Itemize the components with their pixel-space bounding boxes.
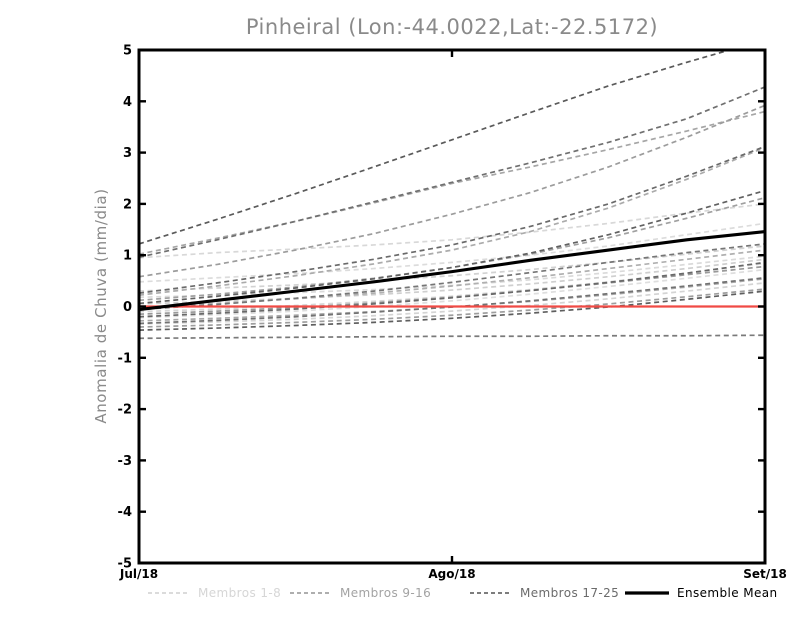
member-line: [139, 261, 765, 318]
x-tick-label: Ago/18: [428, 567, 475, 581]
member-line: [139, 86, 765, 259]
mean-line-path: [139, 230, 765, 312]
member-line: [139, 146, 765, 297]
x-tick-label: Jul/18: [119, 567, 158, 581]
member-line: [139, 288, 765, 328]
member-line: [139, 104, 765, 278]
y-tick-label: 4: [123, 95, 132, 110]
member-line: [139, 50, 733, 245]
member-line: [139, 110, 765, 256]
y-tick-label: -3: [118, 454, 132, 469]
x-axis-ticks: Jul/18 Ago/18 Set/18: [119, 50, 787, 581]
member-line: [139, 243, 765, 311]
y-tick-label: 3: [123, 146, 132, 161]
y-tick-label: 2: [123, 197, 132, 212]
y-tick-label: 1: [123, 249, 132, 264]
member-line: [139, 282, 765, 325]
member-line: [139, 334, 765, 340]
y-tick-label: -4: [118, 505, 132, 520]
legend-label: Membros 1-8: [198, 586, 281, 600]
member-line: [139, 222, 765, 283]
legend-label: Membros 17-25: [520, 586, 619, 600]
y-tick-label: -2: [118, 403, 132, 418]
member-line: [139, 189, 765, 305]
member-line: [139, 203, 765, 259]
y-tick-label: -5: [118, 557, 132, 572]
member-line: [139, 290, 765, 331]
chart-legend: Membros 1-8 Membros 9-16 Membros 17-25 Ense…: [148, 586, 778, 600]
member-line: [139, 145, 765, 295]
y-tick-label: -1: [118, 351, 132, 366]
y-axis-label: Anomalia de Chuva (mm/dia): [92, 188, 110, 423]
y-tick-label: 0: [123, 300, 132, 315]
ensemble-mean-line: [139, 230, 765, 312]
y-axis-ticks: 5 4 3 2 1 0 -1 -2 -3 -4 -5: [118, 44, 765, 572]
member-line: [139, 196, 765, 302]
member-line: [139, 245, 765, 292]
member-line: [139, 262, 765, 313]
x-tick-label: Set/18: [743, 567, 787, 581]
chart-title: Pinheiral (Lon:-44.0022,Lat:-22.5172): [246, 15, 658, 39]
y-tick-label: 5: [123, 44, 132, 59]
legend-label: Membros 9-16: [340, 586, 431, 600]
member-line: [139, 268, 765, 319]
member-line: [139, 258, 765, 305]
legend-label: Ensemble Mean: [677, 586, 778, 600]
